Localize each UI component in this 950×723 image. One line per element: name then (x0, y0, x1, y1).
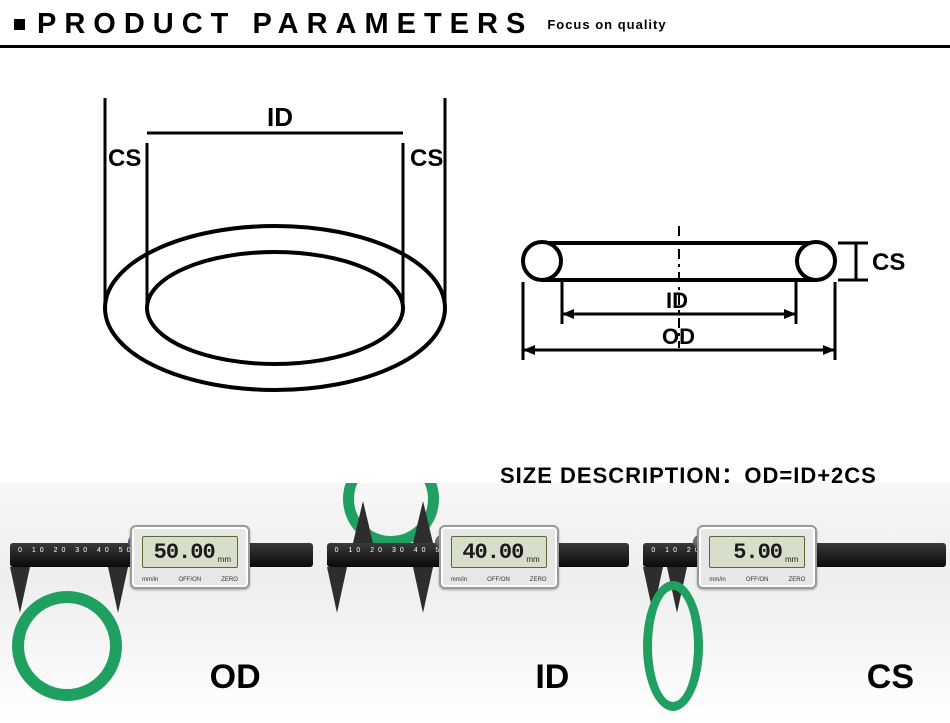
label-cs-section: CS (872, 249, 905, 276)
page-title: PRODUCT PARAMETERS (37, 8, 533, 41)
btn-zero: ZERO (530, 577, 547, 583)
btn-power: OFF/ON (487, 577, 510, 583)
jaw-fixed-icon (327, 567, 347, 613)
panel-id: 0 10 20 30 40 50 40.00 mm mm/in OFF/ON Z… (317, 483, 634, 723)
cs-circle-right (797, 242, 835, 280)
panel-od: 0 10 20 30 40 50 50.00 mm mm/in OFF/ON Z… (0, 483, 317, 723)
ruler-ticks: 0 10 20 30 40 50 (335, 547, 452, 554)
page-subtitle: Focus on quality (547, 17, 666, 32)
jaw-upper-left-icon (353, 501, 373, 543)
header-bullet-icon (14, 19, 25, 30)
lcd-value: 40.00 (462, 540, 523, 565)
header: PRODUCT PARAMETERS Focus on quality (0, 0, 950, 48)
lcd-value: 5.00 (733, 540, 782, 565)
lcd-unit: mm (526, 555, 539, 564)
label-cs-right: CS (410, 145, 443, 172)
caliper-buttons: mm/in OFF/ON ZERO (441, 577, 557, 583)
caliper-display: 50.00 mm mm/in OFF/ON ZERO (130, 525, 250, 589)
jaw-fixed-icon (10, 567, 30, 613)
btn-zero: ZERO (789, 577, 806, 583)
label-id-section: ID (666, 288, 688, 313)
caliper-row: 0 10 20 30 40 50 50.00 mm mm/in OFF/ON Z… (0, 483, 950, 723)
cs-circle-left (523, 242, 561, 280)
caliper-display: 5.00 mm mm/in OFF/ON ZERO (697, 525, 817, 589)
panel-cs: 0 10 20 30 40 50 5.00 mm mm/in OFF/ON ZE… (633, 483, 950, 723)
lcd-unit: mm (218, 555, 231, 564)
caliper-id: 0 10 20 30 40 50 40.00 mm mm/in OFF/ON Z… (317, 513, 634, 653)
caliper-display: 40.00 mm mm/in OFF/ON ZERO (439, 525, 559, 589)
caliper-buttons: mm/in OFF/ON ZERO (132, 577, 248, 583)
diagram-area: ID CS CS CS ID (0, 48, 950, 468)
jaw-upper-right-icon (413, 501, 433, 543)
btn-unit: mm/in (709, 577, 725, 583)
btn-zero: ZERO (221, 577, 238, 583)
jaw-moving-icon (108, 567, 128, 613)
ruler-ticks: 0 10 20 30 40 50 (18, 547, 135, 554)
cross-section: CS ID OD (523, 226, 905, 360)
lcd-screen: 5.00 mm (709, 536, 805, 568)
btn-unit: mm/in (451, 577, 467, 583)
jaw-moving-icon (413, 567, 433, 613)
label-cs-left: CS (108, 145, 141, 172)
diagram-svg: ID CS CS CS ID (0, 48, 950, 468)
oring-inner-ellipse (147, 252, 403, 364)
lcd-unit: mm (785, 555, 798, 564)
lcd-screen: 50.00 mm (142, 536, 238, 568)
label-od-section: OD (662, 324, 695, 349)
lcd-screen: 40.00 mm (451, 536, 547, 568)
label-id-top: ID (267, 102, 293, 132)
oring-sample-od (12, 591, 122, 701)
panel-label-id: ID (535, 658, 569, 697)
oring-sample-cs (643, 581, 703, 711)
lcd-value: 50.00 (154, 540, 215, 565)
btn-power: OFF/ON (178, 577, 201, 583)
panel-label-cs: CS (867, 658, 914, 697)
btn-power: OFF/ON (746, 577, 769, 583)
caliper-buttons: mm/in OFF/ON ZERO (699, 577, 815, 583)
panel-label-od: OD (210, 658, 261, 697)
btn-unit: mm/in (142, 577, 158, 583)
